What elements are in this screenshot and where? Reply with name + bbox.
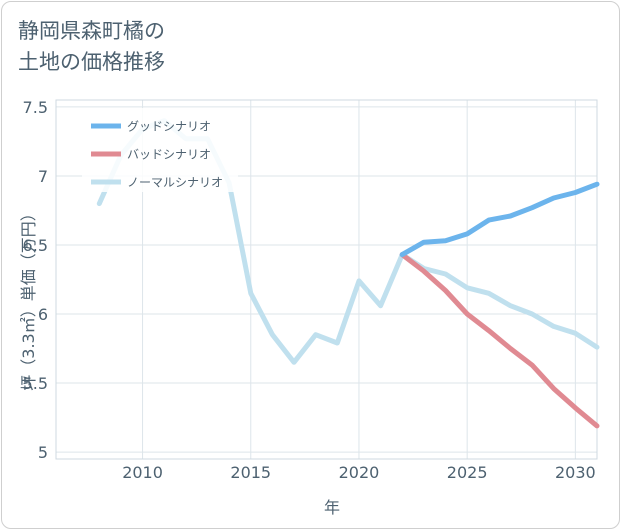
x-axis-label: 年 [324,498,340,517]
legend-label: グッドシナリオ [127,120,211,134]
chart-title-line-1: 静岡県森町橘の [18,19,165,43]
plot-border [55,99,598,460]
chart-title-line-2: 土地の価格推移 [18,50,165,74]
y-tick-label: 7.5 [23,98,48,117]
y-tick-label: 6 [38,305,48,324]
x-tick-label: 2025 [447,463,488,482]
series-line-1 [399,252,600,429]
x-tick-label: 2020 [339,463,380,482]
legend-label: バッドシナリオ [127,148,211,162]
y-tick-label: 5.5 [23,374,48,393]
y-tick-label: 7 [38,167,48,186]
x-tick-label: 2015 [230,463,271,482]
x-tick-label: 2010 [122,463,163,482]
chart-title: 静岡県森町橘の 土地の価格推移 [18,16,165,78]
legend-background [82,108,238,192]
tick-labels: 2010 2015 2020 2025 2030 5 5.5 6 6.5 7 7.5 [23,98,596,482]
y-tick-label: 6.5 [23,236,48,255]
x-tick-label: 2030 [555,463,596,482]
series-line-0 [399,181,600,258]
y-tick-label: 5 [38,443,48,462]
legend-label: ノーマルシナリオ [127,176,223,190]
y-axis-label: 坪（3.3㎡）単価（万円） [19,205,38,390]
